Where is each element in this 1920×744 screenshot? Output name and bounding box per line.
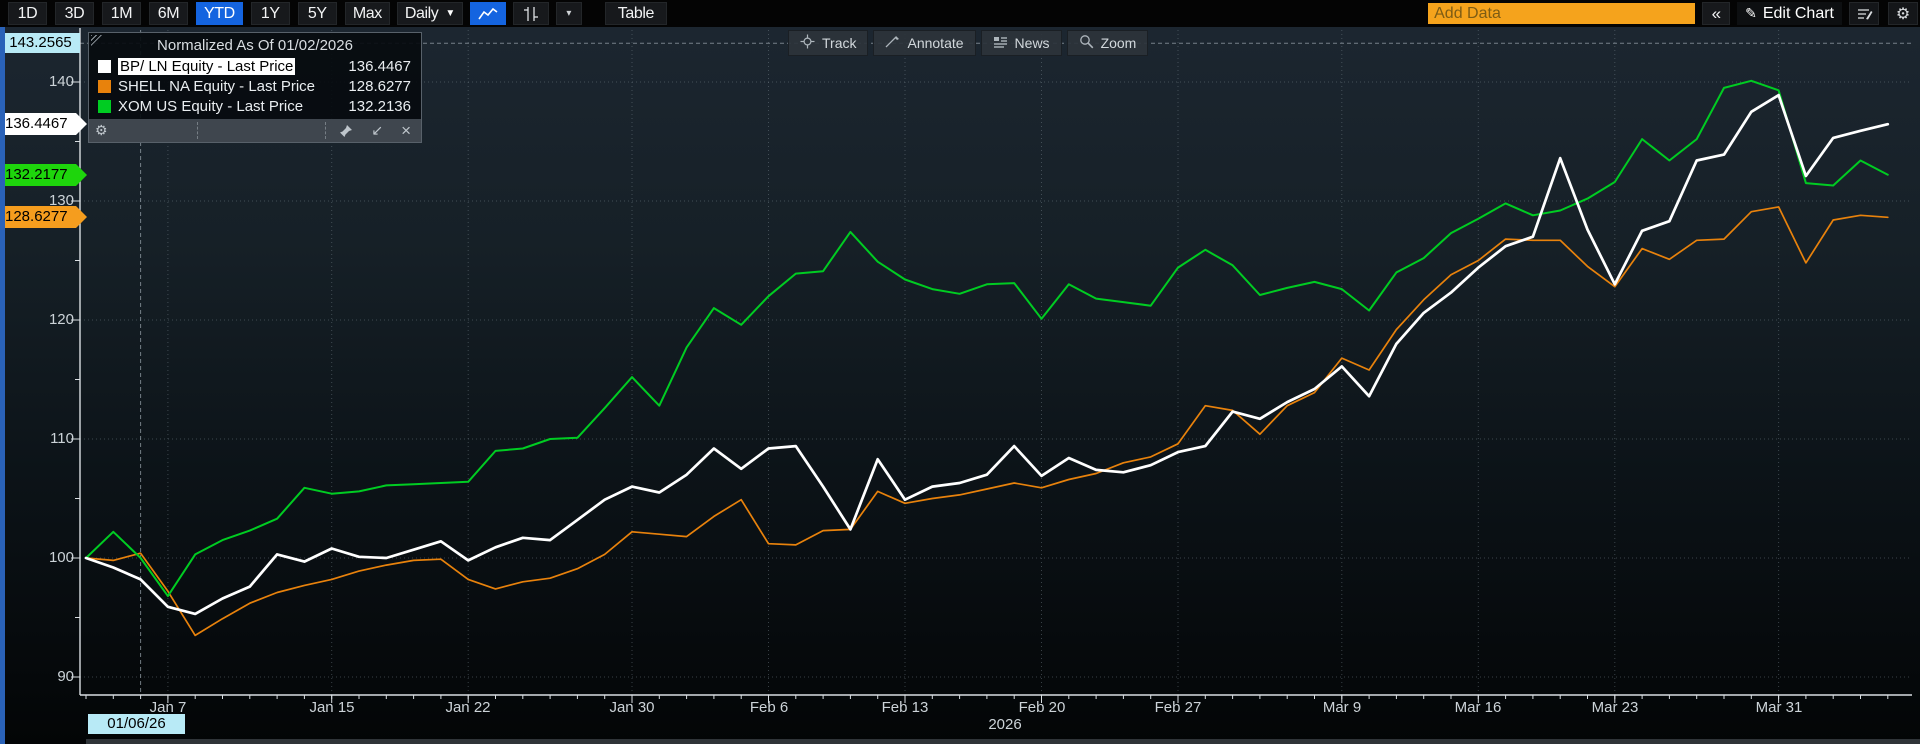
cursor-date-readout: 01/06/26: [88, 714, 185, 734]
period-button-3d[interactable]: 3D: [55, 2, 94, 25]
x-tick-label: Jan 15: [309, 699, 355, 716]
legend-item-label: SHELL NA Equity - Last Price: [118, 77, 316, 95]
news-button[interactable]: News: [980, 30, 1062, 56]
candlestick-chart-type-button[interactable]: [512, 2, 549, 25]
track-icon: [800, 34, 815, 52]
chevron-down-icon: ▼: [445, 8, 455, 19]
x-tick-label: Mar 31: [1755, 699, 1803, 716]
legend-settings-gear-icon[interactable]: ⚙: [95, 122, 108, 138]
legend-item-value: 136.4467: [348, 57, 411, 75]
y-tick-label: 140: [48, 73, 74, 90]
x-axis-year-label: 2026: [988, 716, 1022, 733]
legend-footer-divider: [197, 122, 198, 139]
chart-annotations-button[interactable]: [1849, 2, 1879, 25]
legend-title: Normalized As Of 01/02/2026: [157, 37, 353, 54]
legend-item-label: BP/ LN Equity - Last Price: [118, 57, 296, 75]
line-chart-icon: [478, 7, 498, 19]
x-tick-label: Mar 23: [1591, 699, 1639, 716]
legend-item-value: 132.2136: [348, 97, 411, 115]
legend-item-0[interactable]: BP/ LN Equity - Last Price 136.4467: [89, 56, 421, 76]
zoom-icon: [1079, 34, 1094, 52]
period-button-5y[interactable]: 5Y: [297, 2, 337, 25]
y-tick-label: 110: [50, 430, 74, 447]
series-line-shell[interactable]: [85, 206, 1889, 637]
cursor-value-readout: 143.2565: [1, 33, 80, 53]
series-color-swatch: [98, 59, 111, 73]
period-button-group: 1D 3D 1M 6M YTD 1Y 5Y Max: [8, 2, 390, 25]
settings-gear-button[interactable]: ⚙: [1888, 2, 1918, 25]
series-color-swatch: [98, 99, 111, 113]
series-line-bp[interactable]: [84, 93, 1890, 616]
edit-chart-label: Edit Chart: [1762, 4, 1834, 22]
y-tick-label: 120: [48, 311, 74, 328]
legend-item-2[interactable]: XOM US Equity - Last Price 132.2136: [89, 96, 421, 116]
period-button-1d[interactable]: 1D: [8, 2, 47, 25]
period-button-6m[interactable]: 6M: [149, 2, 188, 25]
y-tick-label: 130: [48, 192, 74, 209]
legend-item-label: XOM US Equity - Last Price: [118, 97, 304, 115]
legend-item-1[interactable]: SHELL NA Equity - Last Price 128.6277: [89, 76, 421, 96]
x-tick-label: Feb 27: [1154, 699, 1202, 716]
add-data-input[interactable]: [1428, 3, 1696, 24]
legend-footer-divider: [325, 122, 326, 139]
annotate-button-label: Annotate: [907, 35, 964, 51]
frequency-dropdown[interactable]: Daily ▼: [396, 2, 463, 25]
y-tick-label: 90: [57, 668, 74, 685]
x-tick-label: Feb 13: [881, 699, 929, 716]
toolbar: 1D 3D 1M 6M YTD 1Y 5Y Max Daily ▼ ▾ Table: [0, 0, 1920, 27]
news-button-label: News: [1014, 35, 1050, 51]
series-color-swatch: [98, 79, 111, 93]
double-chevron-left-icon: «: [1711, 3, 1721, 23]
edit-chart-button[interactable]: ✎ Edit Chart: [1737, 2, 1842, 25]
close-icon[interactable]: ×: [401, 120, 411, 140]
legend-item-value: 128.6277: [348, 77, 411, 95]
x-tick-label: Feb 6: [749, 699, 789, 716]
candlestick-icon: [523, 6, 538, 21]
annotate-icon: [885, 35, 900, 51]
period-button-ytd[interactable]: YTD: [196, 2, 243, 25]
chart-canvas[interactable]: [0, 27, 1920, 744]
last-price-axis-badge: 136.4467: [1, 113, 87, 135]
period-button-1m[interactable]: 1M: [102, 2, 141, 25]
dropdown-arrow-icon: ▾: [566, 8, 572, 19]
series-line-xom[interactable]: [85, 79, 1889, 598]
panel-left-strip: [0, 27, 5, 744]
gear-icon: ⚙: [1895, 5, 1911, 23]
period-button-max[interactable]: Max: [344, 2, 390, 25]
line-chart-type-button[interactable]: [469, 2, 506, 25]
chart-tool-button-group: Track Annotate News Zoom: [788, 30, 1149, 56]
news-icon: [993, 35, 1008, 51]
x-tick-label: Mar 9: [1322, 699, 1362, 716]
collapse-panel-button[interactable]: «: [1702, 2, 1731, 25]
annotate-button[interactable]: Annotate: [873, 30, 976, 56]
legend-resize-handle-icon[interactable]: [91, 35, 102, 46]
x-tick-label: Jan 7: [149, 699, 187, 716]
note-edit-icon: [1857, 9, 1872, 20]
chart-style-dropdown[interactable]: ▾: [555, 2, 582, 25]
table-button[interactable]: Table: [604, 2, 667, 25]
last-price-axis-badge: 128.6277: [1, 206, 87, 228]
x-tick-label: Jan 22: [445, 699, 491, 716]
bottom-window-edge: [86, 739, 1920, 744]
y-tick-label: 100: [48, 549, 74, 566]
pin-icon[interactable]: [339, 124, 353, 138]
pencil-icon: ✎: [1745, 5, 1757, 21]
move-corner-icon[interactable]: ↙: [371, 122, 384, 138]
track-button[interactable]: Track: [788, 30, 869, 56]
x-tick-label: Feb 20: [1018, 699, 1066, 716]
period-button-1y[interactable]: 1Y: [250, 2, 290, 25]
legend-footer: ⚙ ↙ ×: [89, 119, 421, 142]
legend-panel[interactable]: Normalized As Of 01/02/2026 BP/ LN Equit…: [88, 32, 422, 143]
track-button-label: Track: [822, 35, 857, 51]
last-price-axis-badge: 132.2177: [1, 164, 87, 186]
frequency-label: Daily: [404, 4, 439, 22]
x-tick-label: Mar 16: [1454, 699, 1502, 716]
zoom-button[interactable]: Zoom: [1066, 30, 1149, 56]
zoom-button-label: Zoom: [1100, 35, 1137, 51]
table-button-label: Table: [617, 4, 655, 22]
x-tick-label: Jan 30: [609, 699, 655, 716]
